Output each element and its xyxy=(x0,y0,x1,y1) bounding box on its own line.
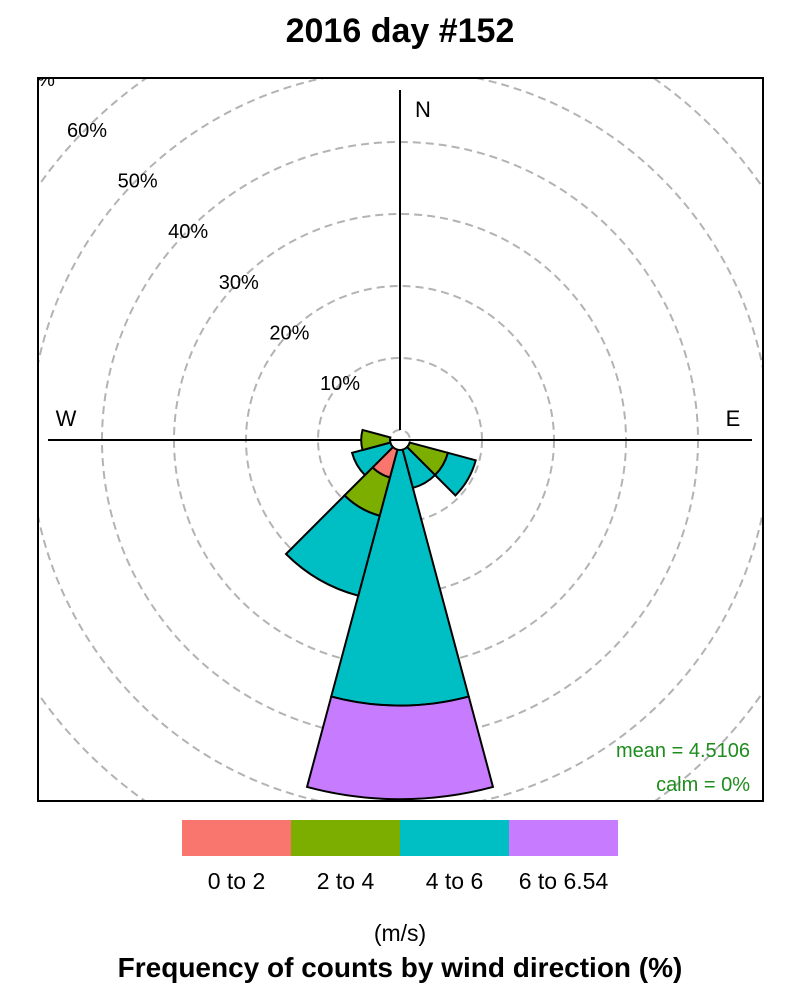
direction-label-w: W xyxy=(56,406,77,431)
radial-tick-label-50: 50% xyxy=(118,171,158,193)
plot-border xyxy=(37,77,764,802)
radial-tick-label-40: 40% xyxy=(168,221,208,243)
legend-swatch-1 xyxy=(291,820,400,856)
mean-stat: mean = 4.5106 xyxy=(616,740,750,762)
radial-axis-label: % xyxy=(37,69,55,91)
radial-tick-label-20: 20% xyxy=(269,322,309,344)
calm-stat: calm = 0% xyxy=(656,774,750,796)
direction-label-e: E xyxy=(726,406,741,431)
legend-swatch-0 xyxy=(182,820,291,856)
legend-label-0: 0 to 2 xyxy=(207,868,266,894)
legend-label-2: 4 to 6 xyxy=(425,868,484,894)
legend-swatch-3 xyxy=(509,820,618,856)
sector-270-bin-1 xyxy=(360,428,392,452)
label-layer: N E W 10% 20% 30% 40% 50% 60%% xyxy=(37,69,741,431)
sector-layer xyxy=(284,428,495,801)
units-label: (m/s) xyxy=(373,920,427,946)
radial-tick-label-60: 60% xyxy=(67,120,107,142)
sector-180-bin-3 xyxy=(305,695,495,801)
radial-tick-label-30: 30% xyxy=(219,272,259,294)
sector-210-bin-2 xyxy=(284,494,381,597)
radial-tick-label-10: 10% xyxy=(320,373,360,395)
direction-label-n: N xyxy=(415,97,431,122)
sector-120-bin-2 xyxy=(433,451,477,497)
axes-layer xyxy=(48,90,752,441)
chart-caption: Frequency of counts by wind direction (%… xyxy=(117,952,683,983)
chart-title: 2016 day #152 xyxy=(285,12,515,50)
legend-swatch-2 xyxy=(400,820,509,856)
legend-label-3: 6 to 6.54 xyxy=(518,868,609,894)
legend-label-1: 2 to 4 xyxy=(316,868,375,894)
